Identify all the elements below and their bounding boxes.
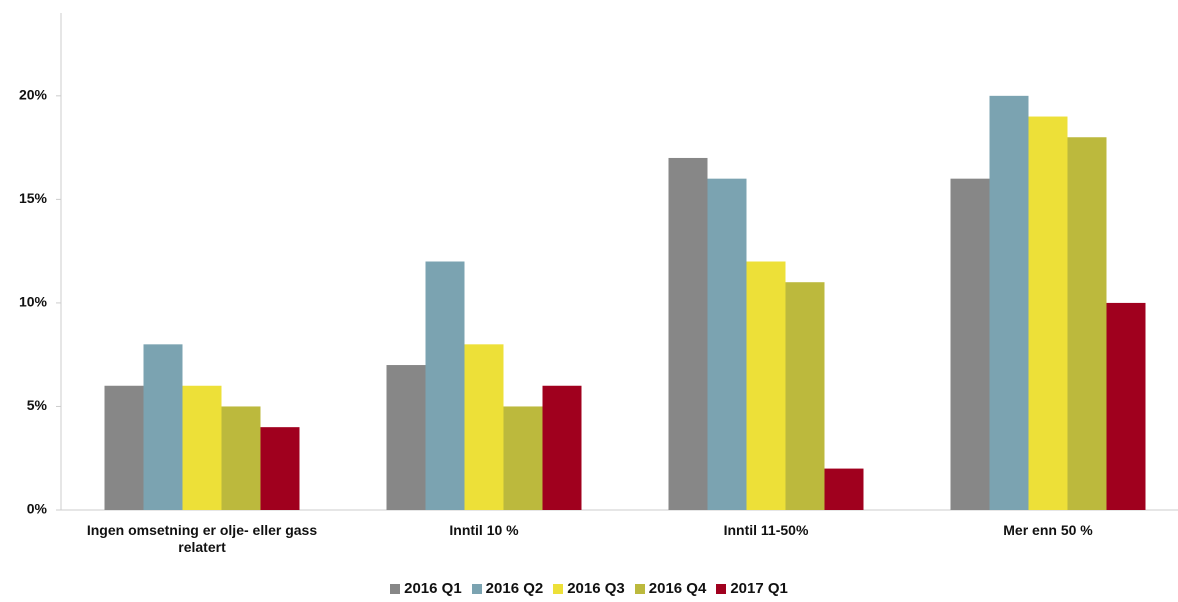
bar: [1106, 302, 1146, 510]
bar: [104, 385, 144, 510]
legend-item: 2016 Q3: [553, 580, 625, 597]
y-tick-label: 20%: [19, 87, 48, 103]
legend: 2016 Q1 2016 Q2 2016 Q3 2016 Q4 2017 Q1: [0, 580, 1178, 597]
bar: [182, 385, 222, 510]
bar: [503, 406, 543, 510]
legend-item: 2016 Q4: [634, 580, 707, 597]
bar: [143, 344, 183, 510]
y-tick-label: 0%: [27, 501, 48, 517]
y-tick-label: 15%: [19, 190, 48, 206]
legend-label: 2016 Q4: [648, 580, 707, 597]
bar: [824, 468, 864, 510]
legend-label: 2016 Q3: [567, 580, 625, 597]
x-tick-label: Inntil 10 %: [449, 522, 519, 538]
x-tick-label: Inntil 11-50%: [723, 522, 809, 538]
legend-swatch: [716, 583, 727, 594]
bar: [260, 427, 300, 510]
bar: [785, 282, 825, 510]
legend-item: 2017 Q1: [716, 580, 788, 597]
bar: [542, 385, 582, 510]
legend-label: 2016 Q1: [404, 580, 462, 597]
bar: [707, 178, 747, 510]
bar: [1028, 116, 1068, 511]
bar: [989, 95, 1029, 510]
bar: [221, 406, 261, 510]
legend-label: 2017 Q1: [730, 580, 788, 597]
legend-item: 2016 Q2: [471, 580, 544, 597]
legend-swatch: [553, 583, 564, 594]
bar: [1067, 137, 1107, 510]
bar: [746, 261, 786, 510]
legend-swatch: [390, 583, 401, 594]
bar: [668, 157, 708, 511]
x-tick-label: Ingen omsetning er olje- eller gass rela…: [86, 522, 318, 555]
bar: [464, 344, 504, 510]
legend-swatch: [471, 583, 482, 594]
y-tick-label: 10%: [19, 294, 48, 310]
legend-label: 2016 Q2: [485, 580, 544, 597]
bar: [425, 261, 465, 510]
bar: [386, 365, 426, 510]
x-tick-label: Mer enn 50 %: [1003, 522, 1093, 538]
legend-item: 2016 Q1: [390, 580, 462, 597]
y-tick-label: 5%: [27, 397, 48, 413]
bar: [950, 178, 990, 510]
legend-swatch: [634, 583, 645, 594]
